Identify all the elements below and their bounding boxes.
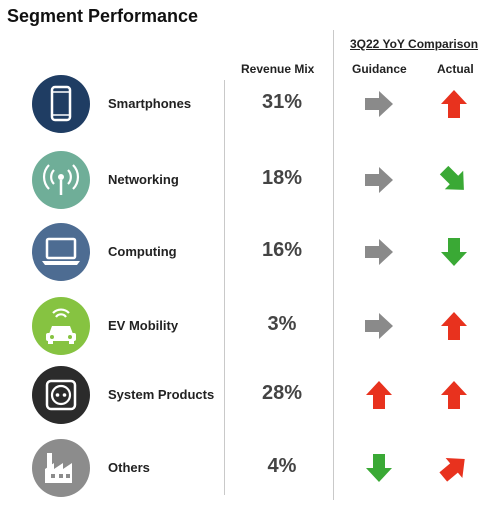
segment-name: Smartphones xyxy=(108,96,192,111)
guidance-arrow-right-icon xyxy=(361,86,397,122)
revenue-mix-header: Revenue Mix xyxy=(241,62,315,76)
guidance-arrow-up-icon xyxy=(361,377,397,413)
actual-arrow-down-right-icon xyxy=(436,162,472,198)
revenue-mix-value: 16% xyxy=(261,239,303,261)
segment-row-networking: Networking 18% xyxy=(0,145,500,215)
revenue-mix-value: 3% xyxy=(267,313,297,335)
revenue-mix-value: 4% xyxy=(267,455,297,477)
segment-row-computing: Computing 16% xyxy=(0,217,500,287)
actual-arrow-up-icon xyxy=(436,308,472,344)
guidance-arrow-right-icon xyxy=(361,234,397,270)
connected-car-icon xyxy=(32,297,90,355)
column-divider xyxy=(224,80,225,495)
smartphone-icon-background xyxy=(32,75,90,133)
actual-header: Actual xyxy=(437,62,474,76)
segment-name: Computing xyxy=(108,244,177,259)
page-title: Segment Performance xyxy=(7,6,199,26)
smartphone-icon xyxy=(32,75,90,133)
guidance-arrow-right-icon xyxy=(361,308,397,344)
revenue-mix-value: 18% xyxy=(261,167,303,189)
segment-name: Others xyxy=(108,460,150,475)
segment-row-ev-mobility: EV Mobility 3% xyxy=(0,291,500,361)
segment-row-smartphones: Smartphones 31% xyxy=(0,69,500,139)
revenue-mix-value: 28% xyxy=(261,382,303,404)
guidance-arrow-down-icon xyxy=(361,450,397,486)
segment-name: EV Mobility xyxy=(108,318,179,333)
guidance-arrow-right-icon xyxy=(361,162,397,198)
comparison-header: 3Q22 YoY Comparison xyxy=(350,37,479,51)
actual-arrow-up-icon xyxy=(436,377,472,413)
actual-arrow-up-right-icon xyxy=(436,450,472,486)
actual-arrow-down-icon xyxy=(436,234,472,270)
laptop-icon xyxy=(32,223,90,281)
factory-icon xyxy=(32,439,90,497)
segment-name: Networking xyxy=(108,172,179,187)
revenue-mix-value: 31% xyxy=(261,91,303,113)
wireless-signal-icon xyxy=(32,151,90,209)
actual-arrow-up-icon xyxy=(436,86,472,122)
power-outlet-icon xyxy=(32,366,90,424)
segment-row-others: Others 4% xyxy=(0,433,500,503)
column-divider xyxy=(333,30,334,500)
segment-name: System Products xyxy=(108,387,215,402)
segment-row-system-products: System Products 28% xyxy=(0,360,500,430)
guidance-header: Guidance xyxy=(352,62,407,76)
